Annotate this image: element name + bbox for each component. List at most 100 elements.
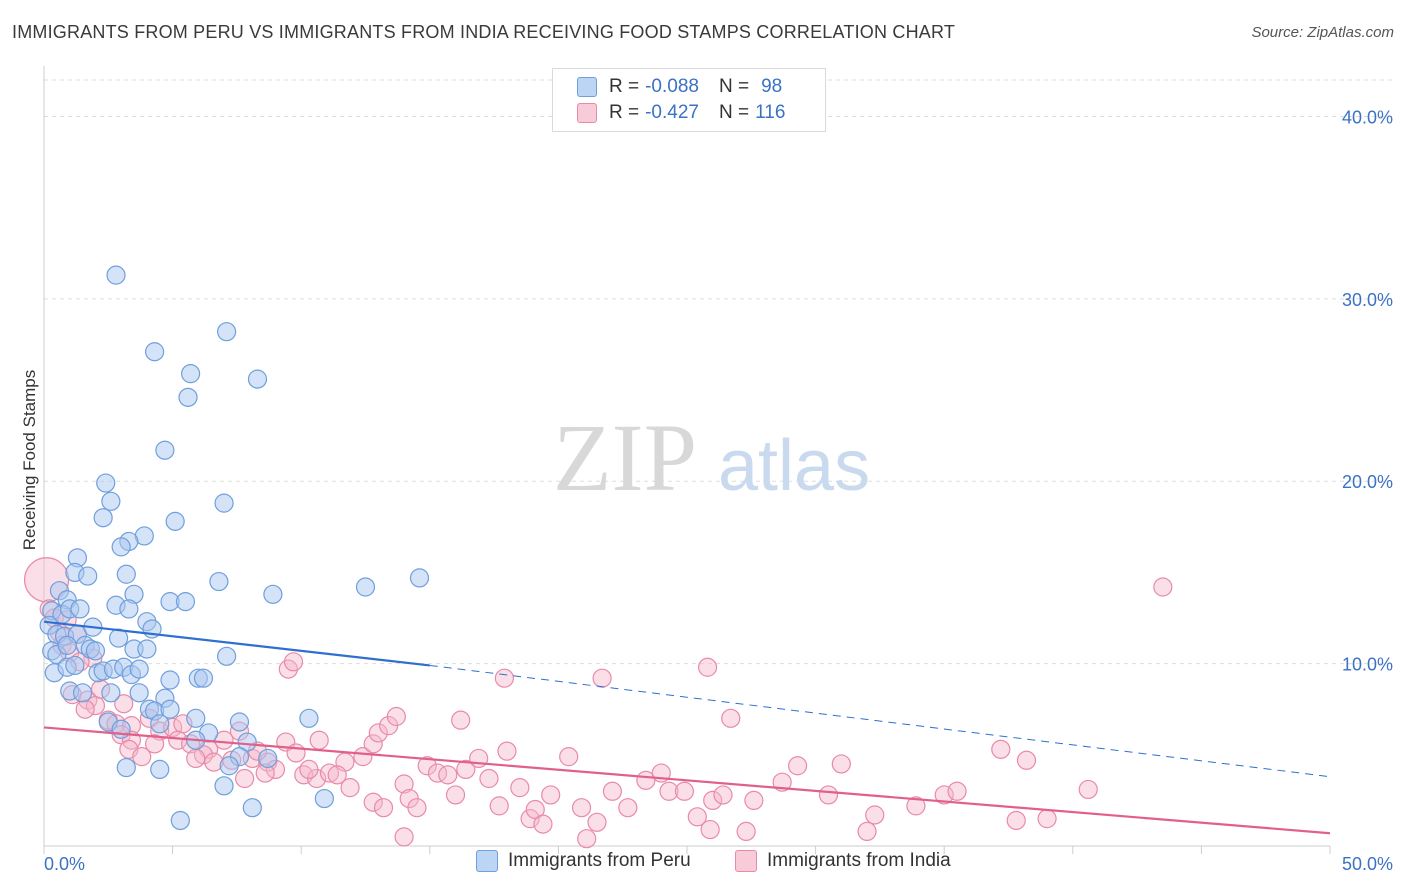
peru-point: [78, 566, 98, 586]
legend-item-india[interactable]: Immigrants from India: [735, 850, 951, 872]
india-point: [479, 768, 499, 789]
legend-r-label: R =: [609, 76, 640, 97]
legend-n-label: N =: [718, 102, 750, 123]
peru-point: [119, 599, 139, 619]
india-point: [417, 756, 437, 776]
india-point: [831, 754, 851, 774]
peru-swatch: [577, 77, 597, 97]
india-point: [674, 781, 695, 801]
peru-point: [111, 719, 131, 739]
peru-point: [101, 683, 121, 703]
india-point: [1037, 809, 1057, 829]
india-point: [592, 668, 612, 688]
india-point: [283, 652, 304, 672]
india-point: [772, 772, 792, 792]
peru-point: [193, 668, 214, 688]
india-point: [744, 790, 764, 811]
india-point: [363, 734, 383, 754]
peru-point: [170, 810, 190, 831]
india-point: [857, 821, 877, 842]
peru-point: [314, 788, 334, 809]
peru-point: [299, 708, 319, 728]
watermark-zip: ZIP: [553, 404, 697, 511]
india-swatch: [577, 103, 597, 123]
india-point: [571, 798, 592, 818]
peru-point: [106, 265, 126, 285]
legend-n-value: 98: [761, 76, 783, 97]
india-point: [587, 812, 607, 832]
y-tick-label: 30.0%: [1342, 290, 1393, 310]
peru-point: [247, 369, 268, 389]
peru-point: [70, 599, 90, 619]
peru-point: [175, 592, 196, 612]
india-point: [687, 807, 707, 827]
peru-point: [129, 659, 149, 679]
india-point: [700, 819, 720, 840]
india-point: [451, 710, 471, 730]
chart-title: IMMIGRANTS FROM PERU VS IMMIGRANTS FROM …: [12, 22, 956, 42]
peru-point: [242, 798, 262, 818]
india-point: [363, 792, 383, 812]
india-point: [602, 781, 623, 801]
source-credit: Source: ZipAtlas.com: [1251, 24, 1394, 41]
peru-point: [129, 683, 149, 703]
india-point: [697, 657, 718, 677]
india-point: [787, 756, 808, 776]
peru-point: [72, 683, 93, 703]
peru-trend-line: [43, 620, 430, 667]
peru-point: [409, 568, 430, 588]
india-point: [394, 774, 414, 794]
india-point: [438, 765, 458, 785]
peru-point: [217, 646, 237, 666]
y-tick-label: 20.0%: [1342, 472, 1393, 492]
peru-point: [150, 714, 170, 734]
india-point: [373, 798, 394, 818]
watermark: ZIP atlas: [553, 404, 870, 511]
india-point: [577, 829, 597, 849]
axes: [43, 66, 1331, 854]
peru-point: [165, 511, 185, 531]
peru-point: [96, 473, 116, 493]
india-point: [327, 765, 347, 785]
peru-trend-extension: [429, 664, 1331, 778]
peru-point: [101, 491, 121, 511]
stats-legend: R = -0.088 N = 98 R = -0.427 N = 116: [552, 68, 826, 132]
legend-label-peru: Immigrants from Peru: [508, 850, 691, 871]
peru-point: [144, 342, 165, 362]
india-point: [445, 785, 466, 805]
india-point: [386, 706, 406, 727]
india-point: [947, 781, 967, 801]
legend-n-value: 116: [755, 102, 786, 123]
legend-row-peru: R = -0.088 N = 98: [577, 75, 782, 99]
india-point: [1016, 750, 1037, 770]
peru-point: [160, 670, 180, 690]
legend-n-label: N =: [718, 76, 750, 97]
india-point: [144, 734, 165, 754]
india-swatch: [735, 850, 757, 872]
india-point: [865, 805, 885, 825]
india-point: [235, 768, 255, 789]
peru-point: [214, 776, 234, 796]
peru-point: [181, 364, 201, 384]
peru-point: [160, 699, 180, 719]
watermark-atlas: atlas: [718, 426, 870, 506]
peru-point: [229, 712, 250, 732]
india-point: [299, 759, 319, 780]
x-tick-label: 0.0%: [44, 854, 85, 874]
legend-item-peru[interactable]: Immigrants from Peru: [476, 850, 691, 872]
india-point: [659, 781, 679, 801]
legend-label-india: Immigrants from India: [767, 850, 951, 871]
india-point: [494, 668, 514, 688]
peru-swatch: [476, 850, 498, 872]
peru-point: [355, 577, 376, 597]
india-point: [309, 730, 329, 750]
peru-point: [217, 322, 237, 342]
india-point: [713, 785, 733, 805]
india-point: [407, 798, 427, 818]
india-point: [75, 699, 95, 719]
peru-point: [85, 641, 106, 661]
gridlines: [44, 79, 1392, 665]
x-tick-label: 50.0%: [1342, 854, 1393, 874]
india-point: [214, 730, 234, 750]
